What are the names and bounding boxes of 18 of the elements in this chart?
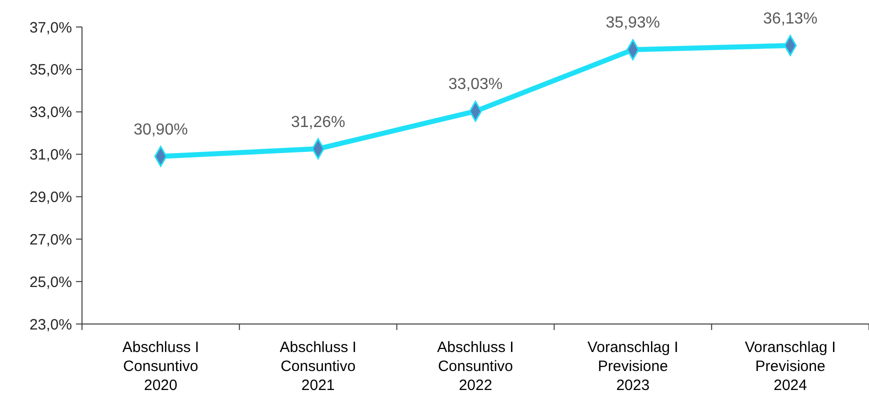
data-label: 33,03% xyxy=(448,76,503,94)
data-label: 31,26% xyxy=(290,114,346,131)
y-tick-label: 25,0% xyxy=(29,274,72,291)
x-tick-label: Abschluss I Consuntivo 2021 xyxy=(280,339,356,394)
y-tick-label: 35,0% xyxy=(29,62,72,79)
data-label: 36,13% xyxy=(763,10,818,28)
y-tick-label: 31,0% xyxy=(29,146,72,164)
y-tick-label: 27,0% xyxy=(29,231,72,248)
x-tick-label: Voranschlag I Previsione 2023 xyxy=(587,339,678,394)
y-tick-label: 37,0% xyxy=(29,19,72,36)
x-tick-label: Abschluss I Consuntivo 2022 xyxy=(437,339,514,394)
data-label: 30,90% xyxy=(134,121,188,138)
y-tick-label: 29,0% xyxy=(29,188,72,206)
x-tick-label: Abschluss I Consuntivo 2020 xyxy=(122,339,200,394)
y-tick-label: 23,0% xyxy=(29,316,72,334)
data-label: 35,93% xyxy=(606,14,660,32)
y-tick-label: 33,0% xyxy=(29,104,72,122)
x-tick-label: Voranschlag I Previsione 2024 xyxy=(744,339,836,394)
